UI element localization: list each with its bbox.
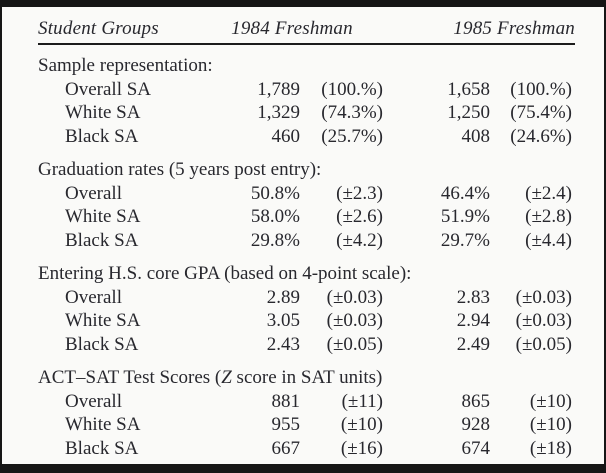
moe-1984: (±10) <box>340 414 383 435</box>
value-1985: 408 <box>461 125 491 147</box>
moe-1985: (±0.03) <box>515 310 572 331</box>
section-title: Entering H.S. core GPA (based on 4-point… <box>2 262 604 286</box>
value-1984: 2.89 <box>266 286 300 308</box>
table-row: Overall SA 1,789 (100.%) 1,658 (100.%) <box>2 78 604 102</box>
value-1985: 928 <box>461 414 491 435</box>
moe-1985: (24.6%) <box>510 125 572 147</box>
table-header: Student Groups 1984 Freshman 1985 Freshm… <box>38 7 575 45</box>
value-1984: 2.43 <box>266 333 300 355</box>
moe-1984: (±2.3) <box>336 182 383 204</box>
value-1985: 865 <box>461 390 491 412</box>
section-title-text: Graduation rates (5 years post entry): <box>38 159 322 180</box>
row-label: Black SA <box>65 333 139 355</box>
value-1984: 955 <box>271 414 301 435</box>
value-1984: 3.05 <box>266 310 300 331</box>
moe-1985: (±10) <box>529 414 572 435</box>
section-core-gpa: Entering H.S. core GPA (based on 4-point… <box>2 262 604 356</box>
moe-1985: (±18) <box>529 437 572 459</box>
row-label: Black SA <box>65 437 139 459</box>
section-title-text: Entering H.S. core GPA (based on 4-point… <box>38 263 412 284</box>
value-1985: 29.7% <box>440 229 490 251</box>
table-row: Overall 2.89 (±0.03) 2.83 (±0.03) <box>2 286 604 310</box>
table-row: White SA 1,329 (74.3%) 1,250 (75.4%) <box>2 101 604 125</box>
moe-1985: (100.%) <box>510 78 572 100</box>
value-1984: 50.8% <box>250 182 300 204</box>
row-label: Overall <box>65 182 122 204</box>
section-title: Sample representation: <box>2 54 604 78</box>
header-student-groups: Student Groups <box>38 18 159 39</box>
table-row: Overall 50.8% (±2.3) 46.4% (±2.4) <box>2 182 604 206</box>
header-1985-freshman: 1985 Freshman <box>453 18 575 39</box>
section-title: Graduation rates (5 years post entry): <box>2 158 604 182</box>
value-1984: 881 <box>271 390 301 412</box>
row-label: White SA <box>65 310 141 331</box>
section-title-text: ACT–SAT Test Scores ( <box>38 367 222 388</box>
value-1985: 46.4% <box>440 182 490 204</box>
moe-1984: (74.3%) <box>321 102 383 123</box>
moe-1985: (±4.4) <box>525 229 572 251</box>
value-1985: 1,250 <box>447 102 490 123</box>
table-row: White SA 955 (±10) 928 (±10) <box>2 413 604 437</box>
row-label: White SA <box>65 206 141 227</box>
section-title-italic: Z <box>221 367 232 388</box>
moe-1984: (±4.2) <box>336 229 383 251</box>
moe-1984: (25.7%) <box>321 125 383 147</box>
table-row: White SA 3.05 (±0.03) 2.94 (±0.03) <box>2 309 604 333</box>
table-row: Black SA 667 (±16) 674 (±18) <box>2 437 604 461</box>
moe-1984: (±11) <box>341 390 383 412</box>
value-1984: 1,789 <box>257 78 300 100</box>
table-row: White SA 58.0% (±2.6) 51.9% (±2.8) <box>2 205 604 229</box>
value-1984: 1,329 <box>257 102 300 123</box>
value-1985: 1,658 <box>447 78 490 100</box>
value-1984: 667 <box>271 437 301 459</box>
moe-1985: (±2.4) <box>525 182 572 204</box>
table-row: Black SA 29.8% (±4.2) 29.7% (±4.4) <box>2 229 604 253</box>
moe-1985: (±0.05) <box>515 333 572 355</box>
moe-1984: (±0.05) <box>326 333 383 355</box>
moe-1985: (±0.03) <box>515 286 572 308</box>
value-1985: 2.49 <box>456 333 490 355</box>
row-label: Overall <box>65 286 122 308</box>
row-label: Black SA <box>65 229 139 251</box>
moe-1984: (±16) <box>340 437 383 459</box>
value-1985: 51.9% <box>440 206 490 227</box>
value-1984: 29.8% <box>250 229 300 251</box>
moe-1985: (±10) <box>529 390 572 412</box>
moe-1984: (±2.6) <box>336 206 383 227</box>
row-label: White SA <box>65 102 141 123</box>
row-label: White SA <box>65 414 141 435</box>
value-1984: 58.0% <box>250 206 300 227</box>
section-title-text: Sample representation: <box>38 55 213 76</box>
table-row: Black SA 460 (25.7%) 408 (24.6%) <box>2 125 604 149</box>
value-1984: 460 <box>271 125 301 147</box>
value-1985: 2.83 <box>456 286 490 308</box>
moe-1984: (100.%) <box>321 78 383 100</box>
moe-1985: (75.4%) <box>510 102 572 123</box>
section-act-sat-scores: ACT–SAT Test Scores (Z score in SAT unit… <box>2 366 604 460</box>
section-graduation-rates: Graduation rates (5 years post entry): O… <box>2 158 604 252</box>
row-label: Overall <box>65 390 122 412</box>
header-1984-freshman: 1984 Freshman <box>231 18 353 39</box>
value-1985: 2.94 <box>456 310 490 331</box>
row-label: Overall SA <box>65 78 152 100</box>
row-label: Black SA <box>65 125 139 147</box>
value-1985: 674 <box>461 437 491 459</box>
table-row: Black SA 2.43 (±0.05) 2.49 (±0.05) <box>2 333 604 357</box>
moe-1984: (±0.03) <box>326 286 383 308</box>
section-title-suffix: score in SAT units) <box>231 367 383 388</box>
moe-1985: (±2.8) <box>525 206 572 227</box>
moe-1984: (±0.03) <box>326 310 383 331</box>
table-row: Overall 881 (±11) 865 (±10) <box>2 390 604 414</box>
section-title: ACT–SAT Test Scores (Z score in SAT unit… <box>2 366 604 390</box>
section-sample-representation: Sample representation: Overall SA 1,789 … <box>2 54 604 148</box>
